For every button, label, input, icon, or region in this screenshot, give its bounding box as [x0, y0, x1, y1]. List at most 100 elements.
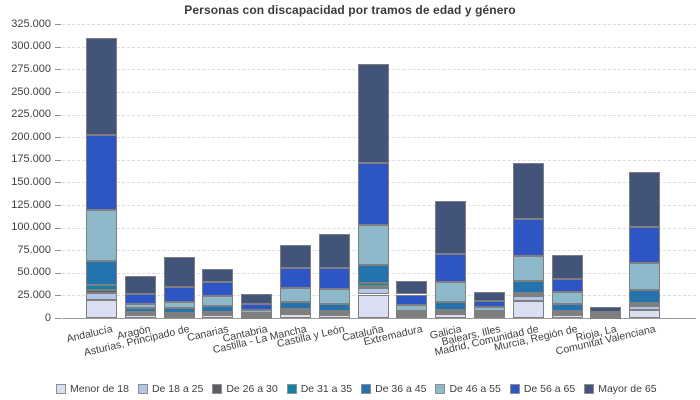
bar-segment[interactable]: [435, 301, 467, 310]
bar-segment[interactable]: [551, 315, 583, 318]
bar-segment[interactable]: [512, 280, 544, 293]
bar-segment[interactable]: [241, 315, 273, 318]
bar-segment[interactable]: [551, 254, 583, 280]
bar-segment[interactable]: [163, 308, 195, 313]
bar-segment[interactable]: [512, 255, 544, 281]
bar-segment[interactable]: [318, 233, 350, 269]
bar-segment[interactable]: [318, 304, 350, 311]
bar-segment[interactable]: [241, 303, 273, 310]
bar-segment[interactable]: [474, 313, 505, 316]
legend-item[interactable]: De 26 a 30: [212, 383, 278, 395]
bar-segment[interactable]: [124, 308, 156, 312]
bar-segment[interactable]: [280, 310, 311, 313]
bar-segment[interactable]: [357, 63, 389, 164]
bar-segment[interactable]: [86, 292, 117, 300]
bar-segment[interactable]: [357, 264, 389, 283]
bar-segment[interactable]: [124, 315, 156, 318]
legend-item[interactable]: De 46 a 55: [435, 383, 501, 395]
bar-segment[interactable]: [280, 244, 311, 269]
bar-segment[interactable]: [318, 315, 350, 318]
bar-segment[interactable]: [590, 312, 622, 315]
bar-segment[interactable]: [629, 289, 661, 303]
legend-item[interactable]: Menor de 18: [56, 383, 129, 395]
legend-item[interactable]: De 56 a 65: [509, 383, 575, 395]
bar-segment[interactable]: [280, 308, 311, 311]
bar-segment[interactable]: [629, 262, 661, 290]
bar-segment[interactable]: [512, 294, 544, 297]
bar-segment[interactable]: [357, 288, 389, 295]
bar-segment[interactable]: [357, 294, 389, 318]
bar-segment[interactable]: [629, 309, 661, 318]
bar-segment[interactable]: [396, 280, 428, 295]
bar-segment[interactable]: [551, 279, 583, 292]
bar-segment[interactable]: [86, 261, 117, 286]
bar-segment[interactable]: [318, 312, 350, 315]
bar-segment[interactable]: [202, 306, 234, 312]
bar-segment[interactable]: [435, 281, 467, 302]
bar-segment[interactable]: [629, 306, 661, 310]
bar-segment[interactable]: [396, 313, 428, 316]
bar-segment[interactable]: [551, 310, 583, 313]
bar-segment[interactable]: [241, 293, 273, 304]
bar-segment[interactable]: [435, 253, 467, 282]
bar-segment[interactable]: [474, 300, 505, 308]
bar-segment[interactable]: [551, 291, 583, 304]
bar-segment[interactable]: [318, 310, 350, 313]
bar-segment[interactable]: [512, 218, 544, 256]
bar-segment[interactable]: [124, 275, 156, 294]
legend-item[interactable]: Mayor de 65: [584, 383, 657, 395]
bar-segment[interactable]: [629, 172, 661, 227]
bar-segment[interactable]: [86, 210, 117, 262]
bar-segment[interactable]: [474, 307, 505, 311]
bar-segment[interactable]: [474, 291, 505, 301]
bar-segment[interactable]: [124, 303, 156, 309]
bar-segment[interactable]: [163, 312, 195, 315]
bar-segment[interactable]: [202, 296, 234, 307]
bar-segment[interactable]: [474, 310, 505, 314]
bar-segment[interactable]: [435, 314, 467, 318]
bar-segment[interactable]: [86, 285, 117, 290]
bar-segment[interactable]: [512, 300, 544, 318]
bar-segment[interactable]: [280, 312, 311, 315]
bar-segment[interactable]: [202, 281, 234, 297]
bar-segment[interactable]: [551, 312, 583, 315]
bar-segment[interactable]: [280, 301, 311, 309]
bar-segment[interactable]: [512, 296, 544, 301]
bar-segment[interactable]: [202, 269, 234, 282]
bar-segment[interactable]: [202, 313, 234, 316]
bar-segment[interactable]: [590, 313, 622, 316]
bar-segment[interactable]: [280, 288, 311, 302]
bar-segment[interactable]: [396, 305, 428, 311]
bar-segment[interactable]: [318, 289, 350, 305]
bar-segment[interactable]: [357, 286, 389, 289]
bar-segment[interactable]: [163, 287, 195, 302]
legend-item[interactable]: De 36 a 45: [361, 383, 426, 395]
bar-segment[interactable]: [357, 282, 389, 287]
bar-segment[interactable]: [629, 304, 661, 307]
bar-segment[interactable]: [435, 311, 467, 314]
bar-segment[interactable]: [241, 313, 273, 316]
bar-segment[interactable]: [124, 293, 156, 304]
bar-segment[interactable]: [86, 289, 117, 293]
bar-segment[interactable]: [86, 299, 117, 318]
bar-segment[interactable]: [280, 268, 311, 289]
bar-segment[interactable]: [241, 309, 273, 314]
bar-segment[interactable]: [163, 256, 195, 288]
bar-segment[interactable]: [435, 201, 467, 254]
bar-segment[interactable]: [86, 135, 117, 211]
bar-segment[interactable]: [163, 314, 195, 317]
bar-segment[interactable]: [202, 311, 234, 314]
legend-item[interactable]: De 31 a 35: [286, 383, 352, 395]
bar-segment[interactable]: [86, 37, 117, 136]
bar-segment[interactable]: [396, 294, 428, 306]
bar-segment[interactable]: [512, 162, 544, 219]
bar-segment[interactable]: [629, 226, 661, 263]
bar-segment[interactable]: [318, 268, 350, 290]
bar-segment[interactable]: [124, 311, 156, 314]
bar-segment[interactable]: [357, 224, 389, 265]
bar-segment[interactable]: [512, 292, 544, 295]
bar-segment[interactable]: [357, 163, 389, 225]
bar-segment[interactable]: [551, 303, 583, 311]
bar-segment[interactable]: [163, 301, 195, 309]
bar-segment[interactable]: [396, 310, 428, 314]
